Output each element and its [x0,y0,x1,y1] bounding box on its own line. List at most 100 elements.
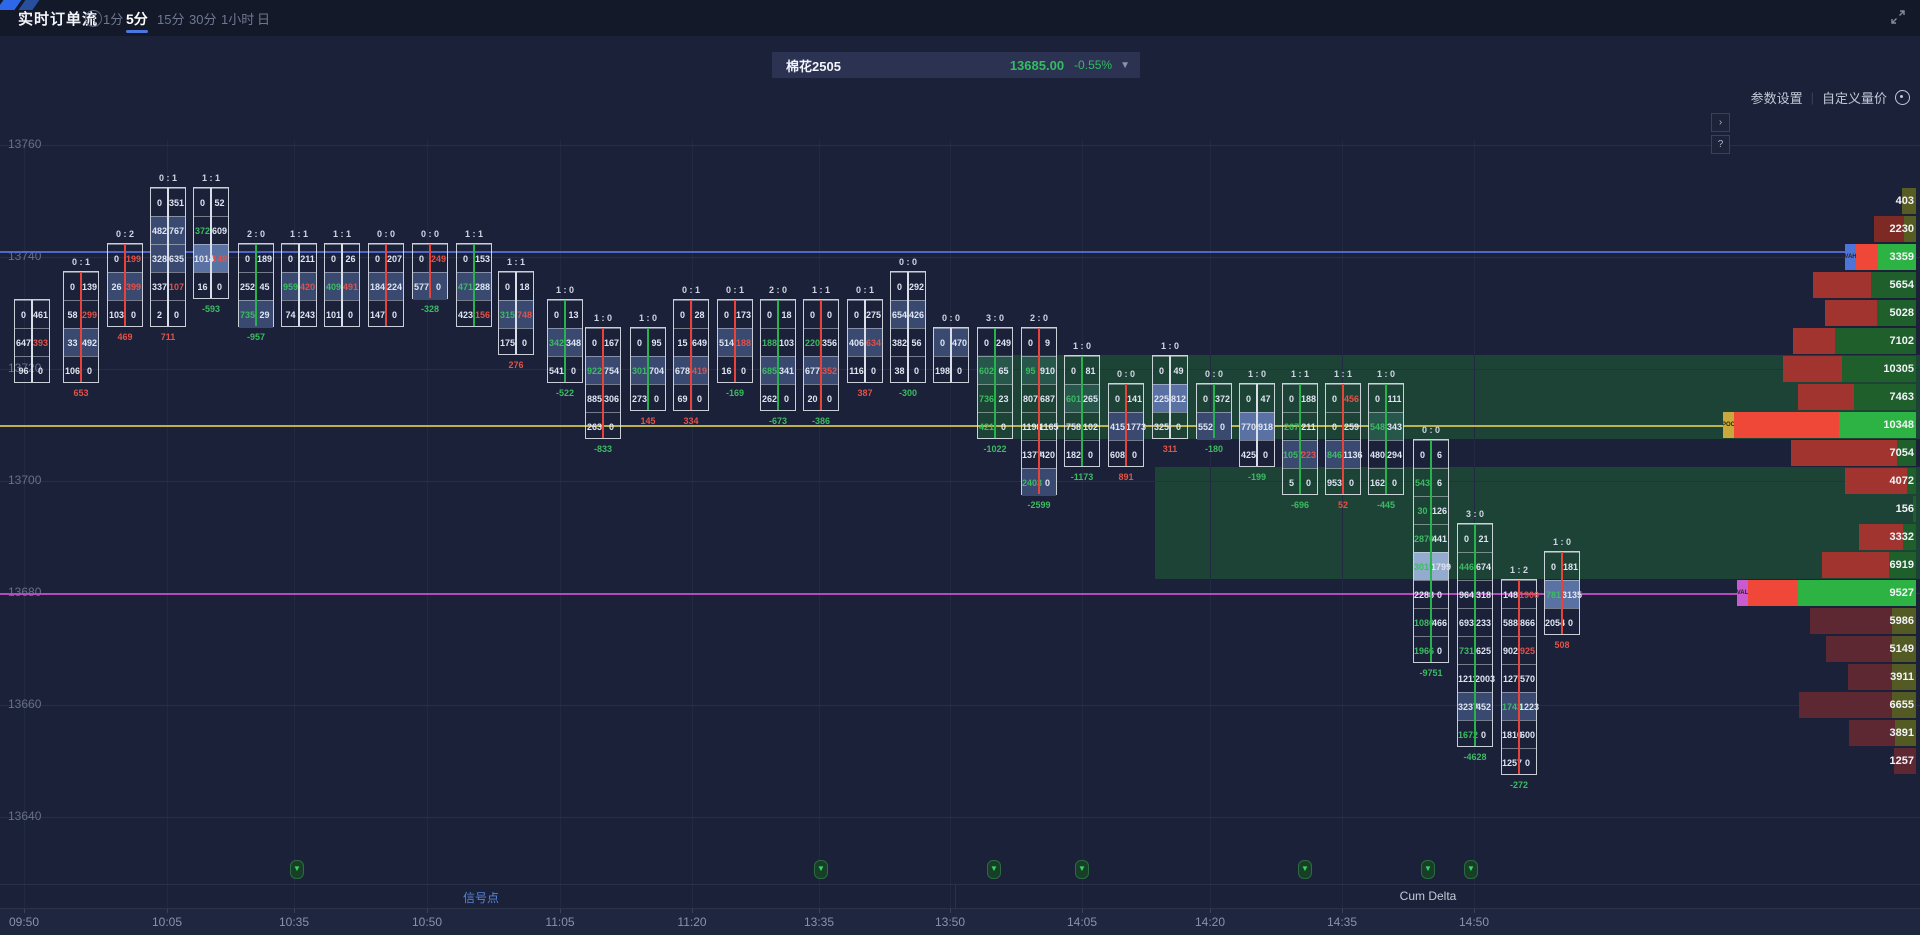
imbalance-label: 0 : 0 [420,229,440,239]
ask-value: 9 [1044,338,1050,348]
symbol-banner[interactable]: 棉花2505 13685.00 -0.55% ▼ [772,52,1140,78]
ask-value: 1136 [1343,450,1363,460]
delta-label: -180 [1204,444,1224,454]
candle-direction-separator [1125,384,1127,466]
candle-column[interactable]: 0 189 252 45 735 29 [238,243,274,328]
bid-value: 577 [413,282,430,292]
imbalance-label: 1 : 0 [1376,369,1396,379]
profile-buy-segment [1895,720,1916,746]
horizontal-gridline [0,257,1920,258]
signal-panel-label[interactable]: 信号点 [462,891,500,905]
imbalance-label: 1 : 1 [332,229,352,239]
candle-column[interactable]: 0 139 58 299 33 492 106 0 [63,271,99,383]
bid-value: 0 [1245,394,1251,404]
imbalance-label: 1 : 1 [1333,369,1353,379]
candle-column[interactable]: 148 1906 588 866 902 925 127 570 1743 1223 1810 600… [1501,579,1539,775]
candle-column[interactable]: 0 275 406 634 116 0 [847,299,883,383]
custom-volume-price-button[interactable]: 自定义量价 [1821,91,1887,106]
candle-column[interactable]: 0 49 225 812 325 0 [1152,355,1188,439]
tab-5min[interactable]: 5分 [126,11,148,27]
gear-icon[interactable] [1895,90,1910,105]
tab-day[interactable]: 日 [257,12,271,27]
candle-column[interactable]: 0 211 959 420 74 243 [281,243,317,327]
signal-marker[interactable]: ▼ [814,860,828,879]
candle-column[interactable]: 0 52 372 609 1014 148 16 0 [193,187,229,299]
bid-value: 116 [849,366,864,376]
imbalance-label: 0 : 0 [1116,369,1136,379]
help-icon[interactable]: ? [85,10,102,27]
candle-column[interactable]: 0 0 220 356 677 352 20 0 [803,299,839,411]
signal-marker[interactable]: ▼ [1421,860,1435,879]
signal-marker[interactable]: ▼ [1464,860,1478,879]
signal-marker[interactable]: ▼ [290,860,304,879]
candle-column[interactable]: 0 372 552 0 [1196,383,1232,440]
x-axis-tick [1342,909,1343,913]
profile-row: 1257 [0,748,1920,774]
candle-direction-separator [80,272,82,382]
profile-sell-segment [1810,608,1892,634]
profile-row: 403 [0,188,1920,214]
candle-column[interactable]: 0 351 482 767 328 635 337 107 2 0 [150,187,186,327]
bid-value: 1810 [1502,730,1523,740]
candle-column[interactable]: 0 199 26 399 103 0 [107,243,143,327]
candle-column[interactable]: 0 21 446 674 964 318 693 233 731 625 1211 2003 3237 4… [1457,523,1495,747]
profile-row: 156 [0,496,1920,522]
vertical-gridline [167,140,168,908]
x-axis-tick [1474,909,1475,913]
candle-column[interactable]: 0 181 781 3135 2054 0 [1544,551,1582,635]
candle-column[interactable]: 0 18 315 748 175 0 [498,271,534,355]
candle-column[interactable]: 0 47 770 918 425 0 [1239,383,1275,467]
bid-value: 482 [151,226,168,236]
signal-marker[interactable]: ▼ [1075,860,1089,879]
candle-column[interactable]: 0 461 647 393 96 0 [14,299,50,383]
panel-expand-button[interactable]: › [1711,113,1730,132]
candle-column[interactable]: 0 188 267 211 1057 223 5 0 [1282,383,1318,495]
candle-column[interactable]: 0 26 409 491 101 0 [324,243,360,327]
profile-row: 5149 [0,636,1920,662]
candle-column[interactable]: 0 141 415 1773 608 0 [1108,383,1146,467]
candle-column[interactable]: 0 81 601 265 758 102 182 0 [1064,355,1100,467]
ask-value: 812 [1170,394,1187,404]
param-settings-button[interactable]: 参数设置 [1750,91,1803,106]
signal-marker[interactable]: ▼ [1298,860,1312,879]
ask-value: 47 [1260,394,1271,404]
x-axis-strip[interactable]: 09:50 10:05 10:35 10:50 11:05 11:20 13:35 13:50… [0,908,1920,935]
imbalance-label: 3 : 0 [1465,509,1485,519]
candle-column[interactable]: 0 13 342 348 541 0 [547,299,583,383]
chevron-down-icon[interactable]: ▼ [1120,59,1130,71]
candle-column[interactable]: 0 249 577 0 [412,243,448,300]
ask-value: 0 [1044,478,1050,488]
tab-30min[interactable]: 30分 [189,12,217,27]
bid-value: 1198 [1022,422,1042,432]
candle-column[interactable]: 0 249 602 65 736 23 421 0 [977,327,1013,439]
candle-column[interactable]: 0 153 471 288 423 156 [456,243,492,327]
candle-column[interactable]: 0 173 514 188 16 0 [717,299,753,383]
candle-column[interactable]: 0 292 654 426 382 56 38 0 [890,271,926,383]
bid-value: 423 [457,310,474,320]
imbalance-label: 1 : 0 [1160,341,1180,351]
candle-column[interactable]: 0 28 15 649 678 419 69 0 [673,299,709,411]
panel-help-button[interactable]: ? [1711,135,1730,154]
candle-column[interactable]: 0 470 198 0 [933,327,969,383]
candle-column[interactable]: 0 207 184 224 147 0 [368,243,404,327]
ask-value: 28 [694,310,705,320]
signal-marker[interactable]: ▼ [987,860,1001,879]
candle-column[interactable]: 0 111 548 343 480 294 162 0 [1368,383,1404,495]
candle-column[interactable]: 0 167 922 754 885 306 263 0 [585,327,621,439]
candle-column[interactable]: 0 95 301 704 273 0 [630,327,666,411]
candle-column[interactable]: 0 9 95 910 807 687 1198 1165 1377 420 2403 0 [1021,327,1059,496]
imbalance-label: 1 : 2 [1509,565,1529,575]
candle-column[interactable]: 0 456 0 259 846 1136 953 0 [1325,383,1363,495]
profile-volume-value: 7463 [1889,391,1914,403]
y-axis-label: 13720 [8,361,42,375]
fullscreen-icon[interactable] [1890,9,1906,25]
ask-value: 0 [391,310,397,320]
delta-label: -833 [593,444,613,454]
tab-1hour[interactable]: 1小时 [221,12,255,27]
ask-value: 674 [1475,562,1492,572]
tab-15min[interactable]: 15分 [157,12,185,27]
candle-column[interactable]: 0 18 188 103 685 341 262 0 [760,299,796,411]
candle-column[interactable]: 0 6 543 6 30 126 2870 441 3019 1799 2288 0 1080 466 19… [1413,439,1451,663]
tab-1min[interactable]: 1分 [103,12,124,27]
cumdelta-panel-label[interactable]: Cum Delta [1399,889,1457,903]
